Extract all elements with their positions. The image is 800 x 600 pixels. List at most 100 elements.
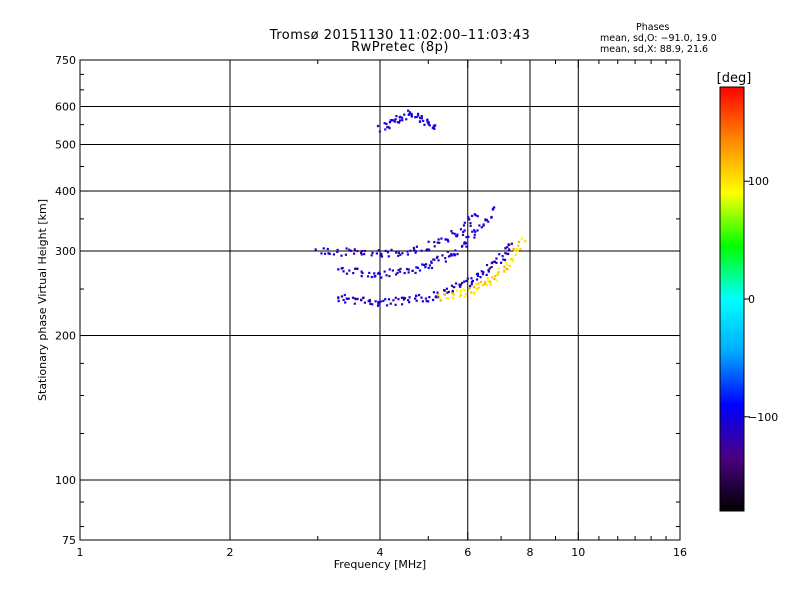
scatter-point [424,297,428,300]
scatter-point [468,218,471,221]
scatter-point [399,253,402,256]
scatter-point [476,272,480,275]
scatter-point [344,253,348,256]
scatter-point [474,283,477,286]
y-axis-ticks: 75 100 200 300 400 500 600 750 [55,54,680,547]
scatter-point [368,298,371,302]
scatter-point [441,254,444,257]
colorbar-label: [deg] [717,71,752,86]
scatter-point [354,267,357,270]
scatter-point [487,280,490,283]
scatter-point [436,291,439,294]
scatter-point [517,244,520,247]
scatter-point [492,260,495,263]
scatter-point [347,297,350,300]
scatter-point [473,236,476,239]
scatter-point [490,265,493,269]
scatter-point [414,116,417,119]
scatter-point [402,298,406,301]
scatter-point [384,128,387,131]
scatter-point [356,297,359,300]
scatter-point [502,258,505,261]
scatter-point [400,296,404,299]
scatter-point [348,248,351,251]
scatter-point [389,119,393,122]
scatter-point [476,215,479,218]
scatter-point [449,254,452,257]
scatter-point [493,206,496,209]
scatter-point [387,298,391,301]
scatter-point [396,271,399,275]
y-tick-label: 300 [55,245,76,258]
colorbar-ticks: 100 0 −100 [744,175,778,424]
scatter-point [437,296,440,299]
scatter-point [488,280,492,283]
x-tick-label: 2 [227,546,234,559]
scatter-point [367,299,370,303]
scatter-point [401,252,404,255]
scatter-point [420,296,423,299]
scatter-point [388,121,392,124]
scatter-point [490,216,493,219]
scatter-point [363,301,367,304]
scatter-point [405,118,408,121]
scatter-point [420,117,423,120]
scatter-point [501,255,504,258]
scatter-point [437,238,440,241]
scatter-point [360,249,364,253]
scatter-point [451,292,454,295]
x-tick-label: 8 [527,546,534,559]
scatter-point [377,300,380,304]
scatter-point [462,288,465,291]
scatter-point [463,295,466,298]
scatter-point [386,126,389,129]
y-tick-label: 500 [55,139,76,152]
scatter-point [408,111,412,114]
scatter-point [480,270,483,273]
scatter-point [498,253,501,256]
scatter-point [394,296,397,299]
scatter-point [451,289,454,293]
scatter-point [323,252,327,255]
scatter-point [510,242,513,245]
scatter-point [479,280,483,284]
scatter-point [473,286,476,289]
scatter-point [402,296,405,299]
scatter-point [432,291,436,294]
scatter-point [326,247,329,251]
scatter-point [428,264,431,267]
scatter-point [388,275,391,278]
scatter-point [415,245,419,248]
scatter-point [352,271,355,275]
scatter-point [473,229,476,232]
scatter-point [345,247,348,250]
scatter-point [462,224,466,227]
scatter-point [397,254,400,257]
scatter-point [464,242,468,245]
scatter-point [408,296,411,299]
scatter-point [484,280,487,284]
scatter-point [337,268,340,271]
scatter-point [383,270,386,273]
scatter-point [377,302,380,305]
scatter-point [340,295,344,298]
scatter-point [461,244,464,247]
colorbar-tick-label: −100 [748,411,778,424]
scatter-point [363,249,366,253]
scatter-point [414,271,417,275]
scatter-point [351,296,355,299]
scatter-point [476,229,479,232]
scatter-point [422,119,425,123]
scatter-point [433,245,436,248]
scatter-point [423,123,426,126]
scatter-point [376,124,380,128]
scatter-point [417,294,421,297]
scatter-point [353,248,356,251]
scatter-point [384,298,387,301]
scatter-point [341,266,344,270]
scatter-point [506,268,509,271]
scatter-point [412,246,415,250]
scatter-point [508,243,511,246]
scatter-point [491,208,495,211]
scatter-point [377,249,381,252]
